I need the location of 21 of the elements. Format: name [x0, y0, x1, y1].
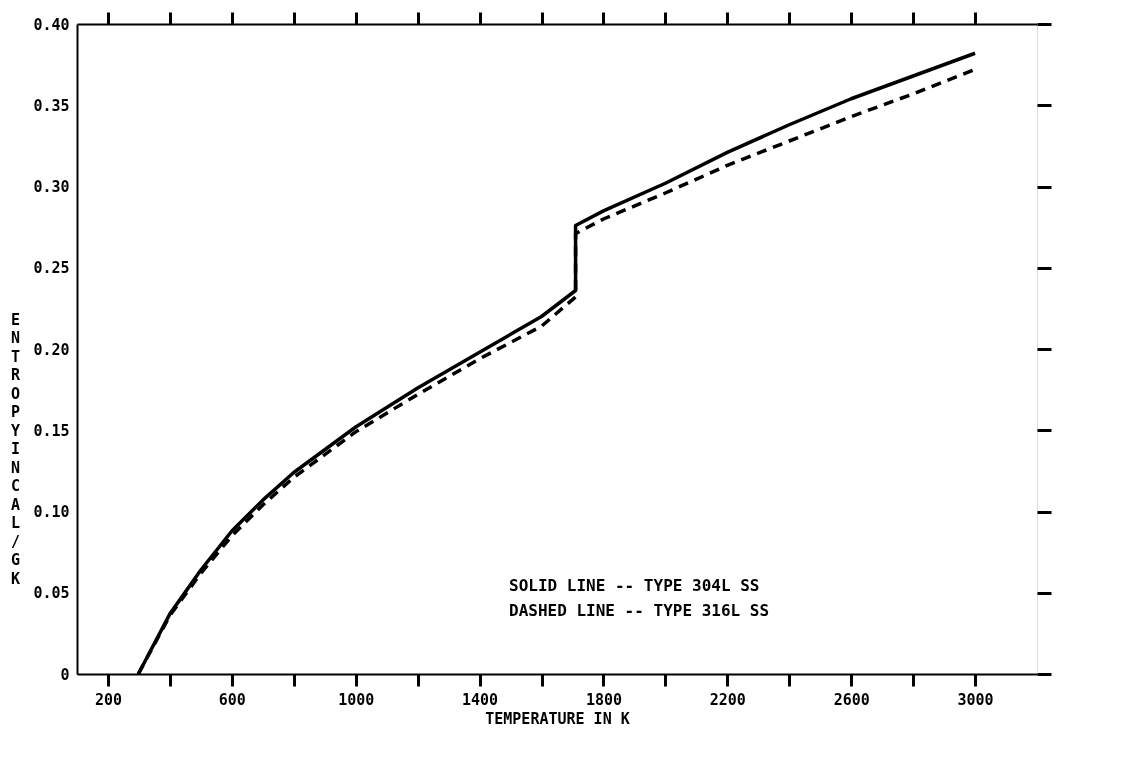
y-tick-label: 0.10: [33, 503, 70, 521]
y-tick-label: 0.35: [33, 96, 70, 115]
y-tick-label: 0.30: [33, 178, 70, 196]
annotation: DASHED LINE -- TYPE 316L SS: [509, 601, 770, 621]
x-tick-label: 1000: [338, 690, 375, 709]
x-tick-label: 3000: [957, 690, 994, 709]
x-tick-label: 600: [218, 690, 246, 709]
y-tick-label: 0.20: [33, 340, 70, 359]
x-tick-label: 1400: [462, 690, 499, 709]
y-tick-label: 0.40: [33, 15, 70, 34]
x-tick-label: 1800: [585, 690, 623, 709]
x-tick-label: 2600: [833, 690, 870, 709]
x-tick-label: 2200: [709, 690, 746, 709]
x-axis-title: TEMPERATURE IN K: [485, 709, 630, 728]
y-tick-label: 0.15: [33, 421, 70, 440]
annotation: SOLID LINE -- TYPE 304L SS: [509, 576, 760, 596]
x-tick-label: 200: [94, 690, 123, 709]
y-tick-label: 0: [60, 665, 70, 684]
y-tick-label: 0.05: [33, 584, 70, 603]
y-tick-label: 0.25: [33, 259, 70, 278]
text: ENTROPY IN CAL/G K: [10, 310, 21, 588]
